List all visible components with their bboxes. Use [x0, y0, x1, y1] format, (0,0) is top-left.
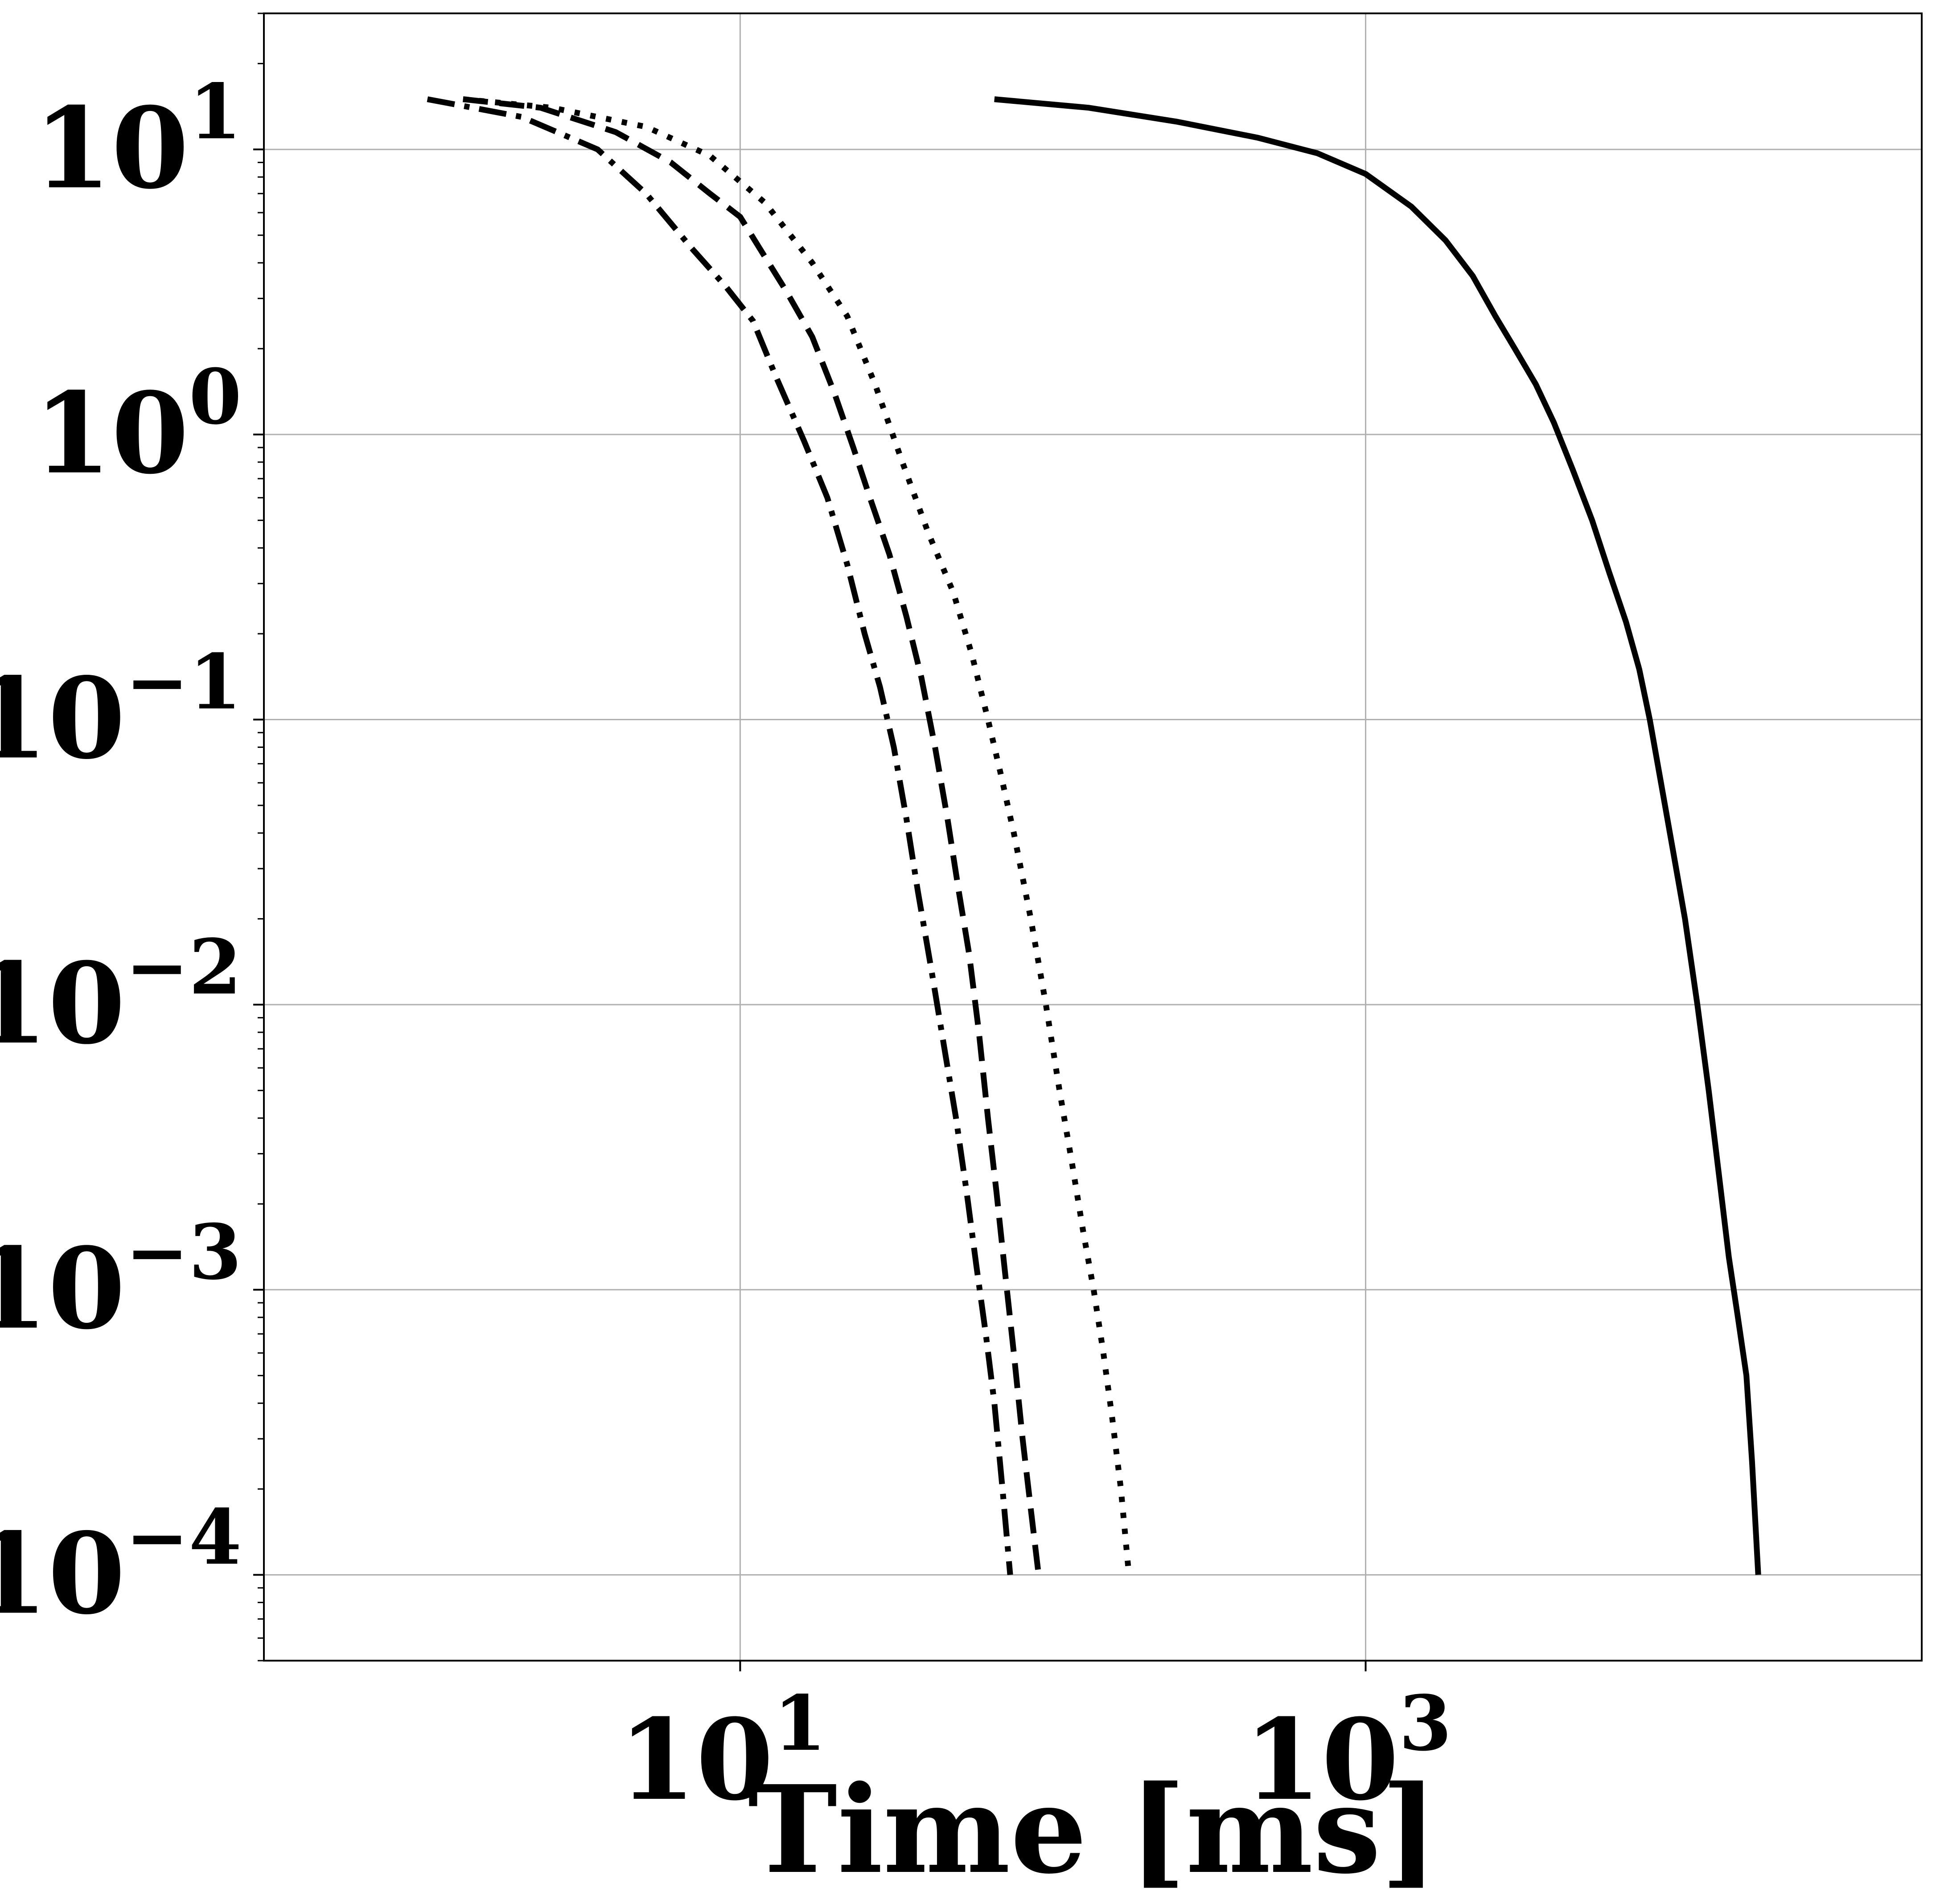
series-line-dashed: [463, 96, 1042, 1576]
plot-area-frame: [263, 12, 1923, 1662]
y-tick-label: 100: [34, 353, 242, 499]
y-tick-label: 10−2: [0, 923, 242, 1069]
major-ticks: [253, 148, 1367, 1671]
series-line-solid: [994, 96, 1761, 1575]
x-tick-label: 103: [1244, 1679, 1451, 1825]
y-tick-label: 10−4: [0, 1493, 242, 1639]
series-line-dotted: [463, 96, 1132, 1576]
x-axis-title: Time [ms]: [748, 1759, 1438, 1900]
y-tick-label: 10−1: [0, 637, 242, 784]
y-tick-label: 101: [34, 67, 242, 213]
series-line-dashdot: [427, 96, 1013, 1575]
x-tick-label: 101: [618, 1679, 826, 1825]
tick-labels: 101 100 10−1 10−2 10−3 10−4 101 103: [0, 67, 1452, 1825]
series-layer: [427, 96, 1761, 1576]
y-tick-label: 10−3: [0, 1208, 242, 1354]
minor-ticks: [258, 12, 264, 1662]
grid-lines: [264, 13, 1922, 1661]
